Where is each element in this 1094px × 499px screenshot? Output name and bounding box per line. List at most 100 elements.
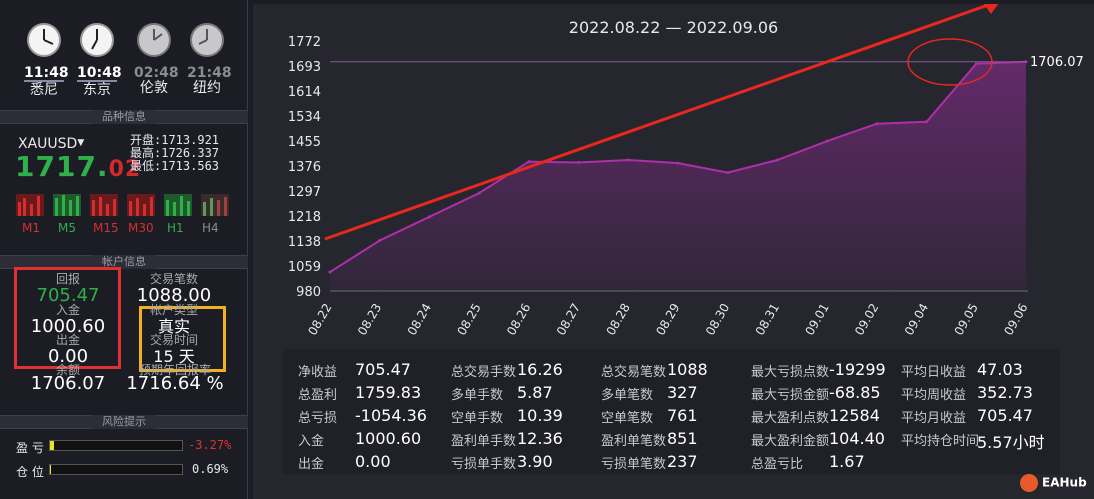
acct-type-value: 真实 <box>157 317 190 336</box>
open-value: 1713.921 <box>161 133 220 147</box>
stat-label: 总盈亏比 <box>751 457 804 472</box>
clock-city: 伦敦 <box>140 80 168 96</box>
position-label: 仓 位 <box>16 465 44 479</box>
stat-value: 3.90 <box>517 452 553 471</box>
current-price: 1717.02 <box>15 152 141 185</box>
clock-icon <box>27 23 61 57</box>
profit-bar <box>49 440 183 451</box>
stat-value: 5.87 <box>517 383 553 402</box>
profit-label: 盈 亏 <box>16 441 44 455</box>
watermark-text: EAHub <box>1042 475 1087 490</box>
timeframe-bars-icon <box>16 194 229 216</box>
stat-label: 多单手数 <box>451 388 504 403</box>
x-tick-label: 09.04 <box>902 301 931 338</box>
tf-m30[interactable]: M30 <box>128 221 154 235</box>
balance-label: 余额 <box>55 363 80 377</box>
trend-arrow-head <box>983 4 999 14</box>
annual-block: 预期年回报率 1716.64 % <box>120 364 230 394</box>
stat-label: 平均持仓时间 <box>901 434 980 449</box>
equity-point <box>676 161 680 165</box>
equity-point <box>577 161 581 165</box>
stat-value: 5.57小时 <box>977 433 1045 452</box>
open-label: 开盘: <box>130 133 162 147</box>
acct-type-block: 帐户类型 真实 <box>124 304 224 337</box>
symbol-select[interactable]: XAUUSD▼ <box>18 136 84 152</box>
timeframe-bars <box>16 192 231 218</box>
x-tick-label: 09.05 <box>952 301 981 338</box>
stat-label: 空单笔数 <box>601 411 654 426</box>
annual-value: 1716.64 % <box>126 373 224 394</box>
stat-value: 104.40 <box>829 429 885 448</box>
tf-h4[interactable]: H4 <box>202 221 219 235</box>
trades-label: 交易笔数 <box>149 272 198 286</box>
stat-value: 12.36 <box>517 429 563 448</box>
stat-value: -1054.36 <box>355 406 427 425</box>
clock-city: 悉尼 <box>30 82 58 98</box>
equity-point <box>427 215 431 219</box>
tf-h1[interactable]: H1 <box>167 221 184 235</box>
x-tick-label: 09.06 <box>1001 301 1030 338</box>
trades-value: 1088.00 <box>136 285 212 306</box>
stat-label: 总交易笔数 <box>601 365 667 380</box>
return-value: 705.47 <box>36 285 100 306</box>
logo-icon <box>1020 474 1038 492</box>
clock-time: 10:48 <box>77 65 122 82</box>
chevron-down-icon: ▼ <box>77 138 85 148</box>
y-tick-label: 1614 <box>288 85 321 100</box>
x-tick-label: 08.25 <box>454 301 483 338</box>
equity-point <box>477 191 481 195</box>
equity-point <box>925 120 929 124</box>
stat-value: 10.39 <box>517 406 563 425</box>
tf-m15[interactable]: M15 <box>93 221 119 235</box>
section-title: 品种信息 <box>92 110 156 124</box>
y-tick-label: 1297 <box>288 185 321 200</box>
clock-newyork: 21:48 纽约 <box>187 22 232 96</box>
x-tick-label: 08.23 <box>355 301 384 338</box>
equity-point <box>974 62 978 66</box>
equity-chart: 1772 1693 1614 1534 1455 1376 1297 1218 1138 1059… <box>288 4 1084 338</box>
stat-label: 总亏损 <box>298 411 338 426</box>
stat-label: 总盈利 <box>298 388 338 403</box>
tf-m1[interactable]: M1 <box>22 221 40 235</box>
stat-label: 多单笔数 <box>601 388 654 403</box>
withdraw-value: 0.00 <box>47 346 89 367</box>
low-value: 1713.563 <box>161 159 220 173</box>
stat-value: 705.47 <box>977 406 1033 425</box>
withdraw-label: 出金 <box>55 333 80 347</box>
clock-icon <box>190 23 224 57</box>
stat-label: 空单手数 <box>451 411 504 426</box>
stat-label: 出金 <box>298 457 325 472</box>
equity-point <box>875 122 879 126</box>
y-tick-label: 1772 <box>288 35 321 50</box>
y-tick-label: 1218 <box>288 210 321 225</box>
tf-m5[interactable]: M5 <box>58 221 76 235</box>
highlight-ellipse <box>907 38 993 86</box>
position-bar <box>49 464 183 475</box>
stat-label: 平均月收益 <box>901 411 967 426</box>
x-tick-label: 08.22 <box>305 301 334 338</box>
acct-type-label: 帐户类型 <box>149 303 198 317</box>
watermark: EAHub <box>1020 474 1087 492</box>
stat-value: 0.00 <box>355 452 391 471</box>
high-value: 1726.337 <box>161 146 220 160</box>
x-tick-label: 08.24 <box>405 301 434 338</box>
clock-time: 21:48 <box>187 65 232 81</box>
clock-time: 02:48 <box>134 65 179 81</box>
equity-point <box>527 160 531 164</box>
trend-arrow-line <box>324 4 992 241</box>
position-value: 0.69% <box>192 462 229 476</box>
trade-time-label: 交易时间 <box>149 333 198 347</box>
x-tick-label: 08.29 <box>653 301 682 338</box>
clock-sydney: 11:48 悉尼 <box>24 22 69 98</box>
type-highlight-box <box>139 306 226 372</box>
high-label: 最高: <box>130 146 162 160</box>
stat-value: -19299 <box>829 360 886 379</box>
stat-value: 1000.60 <box>355 429 422 448</box>
trade-time-block: 交易时间 15 天 <box>124 334 224 367</box>
stat-value: 1759.83 <box>355 383 422 402</box>
x-tick-label: 08.31 <box>753 301 782 338</box>
stat-value: 1088 <box>667 360 708 379</box>
y-tick-label: 1693 <box>288 60 321 75</box>
stat-label: 盈利单笔数 <box>601 434 667 449</box>
y-tick-label: 1376 <box>288 160 321 175</box>
